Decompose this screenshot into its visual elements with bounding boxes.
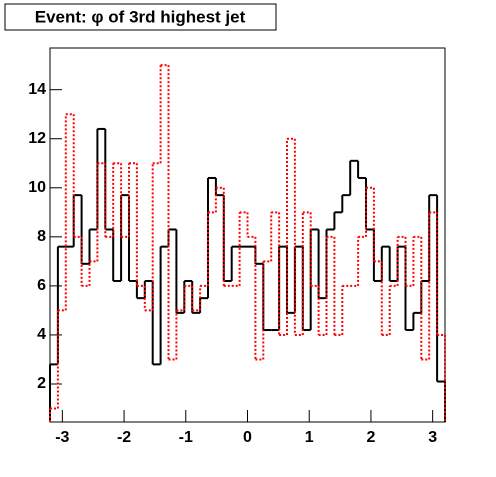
chart-title: Event: φ of 3rd highest jet <box>35 7 246 26</box>
x-tick-label: -1 <box>179 429 193 446</box>
y-tick-label: 8 <box>37 228 46 245</box>
x-tick-label: -2 <box>117 429 131 446</box>
x-tick-label: -3 <box>55 429 69 446</box>
y-tick-label: 10 <box>28 179 46 196</box>
x-tick-label: 0 <box>243 429 252 446</box>
y-tick-label: 6 <box>37 277 46 294</box>
x-tick-label: 1 <box>305 429 314 446</box>
y-tick-label: 4 <box>37 326 46 343</box>
x-tick-label: 3 <box>428 429 437 446</box>
y-tick-label: 14 <box>28 81 46 98</box>
x-tick-label: 2 <box>366 429 375 446</box>
y-tick-label: 12 <box>28 130 46 147</box>
title-box <box>4 3 277 31</box>
y-tick-label: 2 <box>37 375 46 392</box>
